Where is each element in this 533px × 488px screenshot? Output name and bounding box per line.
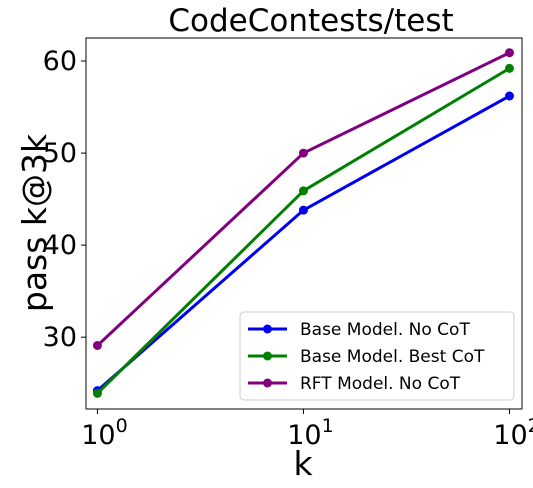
- legend: Base Model. No CoT Base Model. Best CoT RF…: [239, 311, 515, 401]
- x-tick-label-0: 100: [81, 415, 127, 451]
- legend-label-2: RFT Model. No CoT: [300, 374, 461, 394]
- legend-marker-1: [263, 351, 272, 361]
- series-1-point-2: [504, 63, 514, 73]
- y-tick-label-1: 40: [43, 230, 77, 261]
- series-1-point-0: [92, 388, 102, 398]
- legend-marker-0: [263, 324, 272, 334]
- y-axis-label: pass k@3k: [15, 133, 54, 312]
- y-axis: 30 40 50 60: [43, 46, 86, 353]
- series-2-point-2: [504, 48, 514, 58]
- series-2-point-0: [92, 340, 102, 350]
- x-tick-label-1: 101: [287, 415, 333, 451]
- x-tick-label-2: 102: [493, 415, 533, 451]
- series-0-point-2: [504, 91, 514, 101]
- legend-marker-2: [263, 378, 272, 388]
- series-line-2: [96, 51, 511, 347]
- y-tick-label-2: 50: [43, 138, 77, 169]
- x-axis-label: k: [293, 444, 313, 483]
- chart-title: CodeContests/test: [168, 3, 453, 39]
- legend-label-1: Base Model. Best CoT: [300, 347, 485, 367]
- plot-frame: [85, 37, 523, 410]
- y-tick-label-0: 30: [43, 322, 77, 353]
- legend-label-0: Base Model. No CoT: [300, 320, 470, 340]
- series-0-point-1: [298, 205, 308, 215]
- x-axis: 100 101 102: [81, 409, 533, 451]
- legend-box: [239, 311, 515, 401]
- series-2-point-1: [298, 148, 308, 158]
- y-tick-label-3: 60: [43, 46, 77, 77]
- series-1-point-1: [298, 186, 308, 196]
- series-layer: [92, 48, 514, 398]
